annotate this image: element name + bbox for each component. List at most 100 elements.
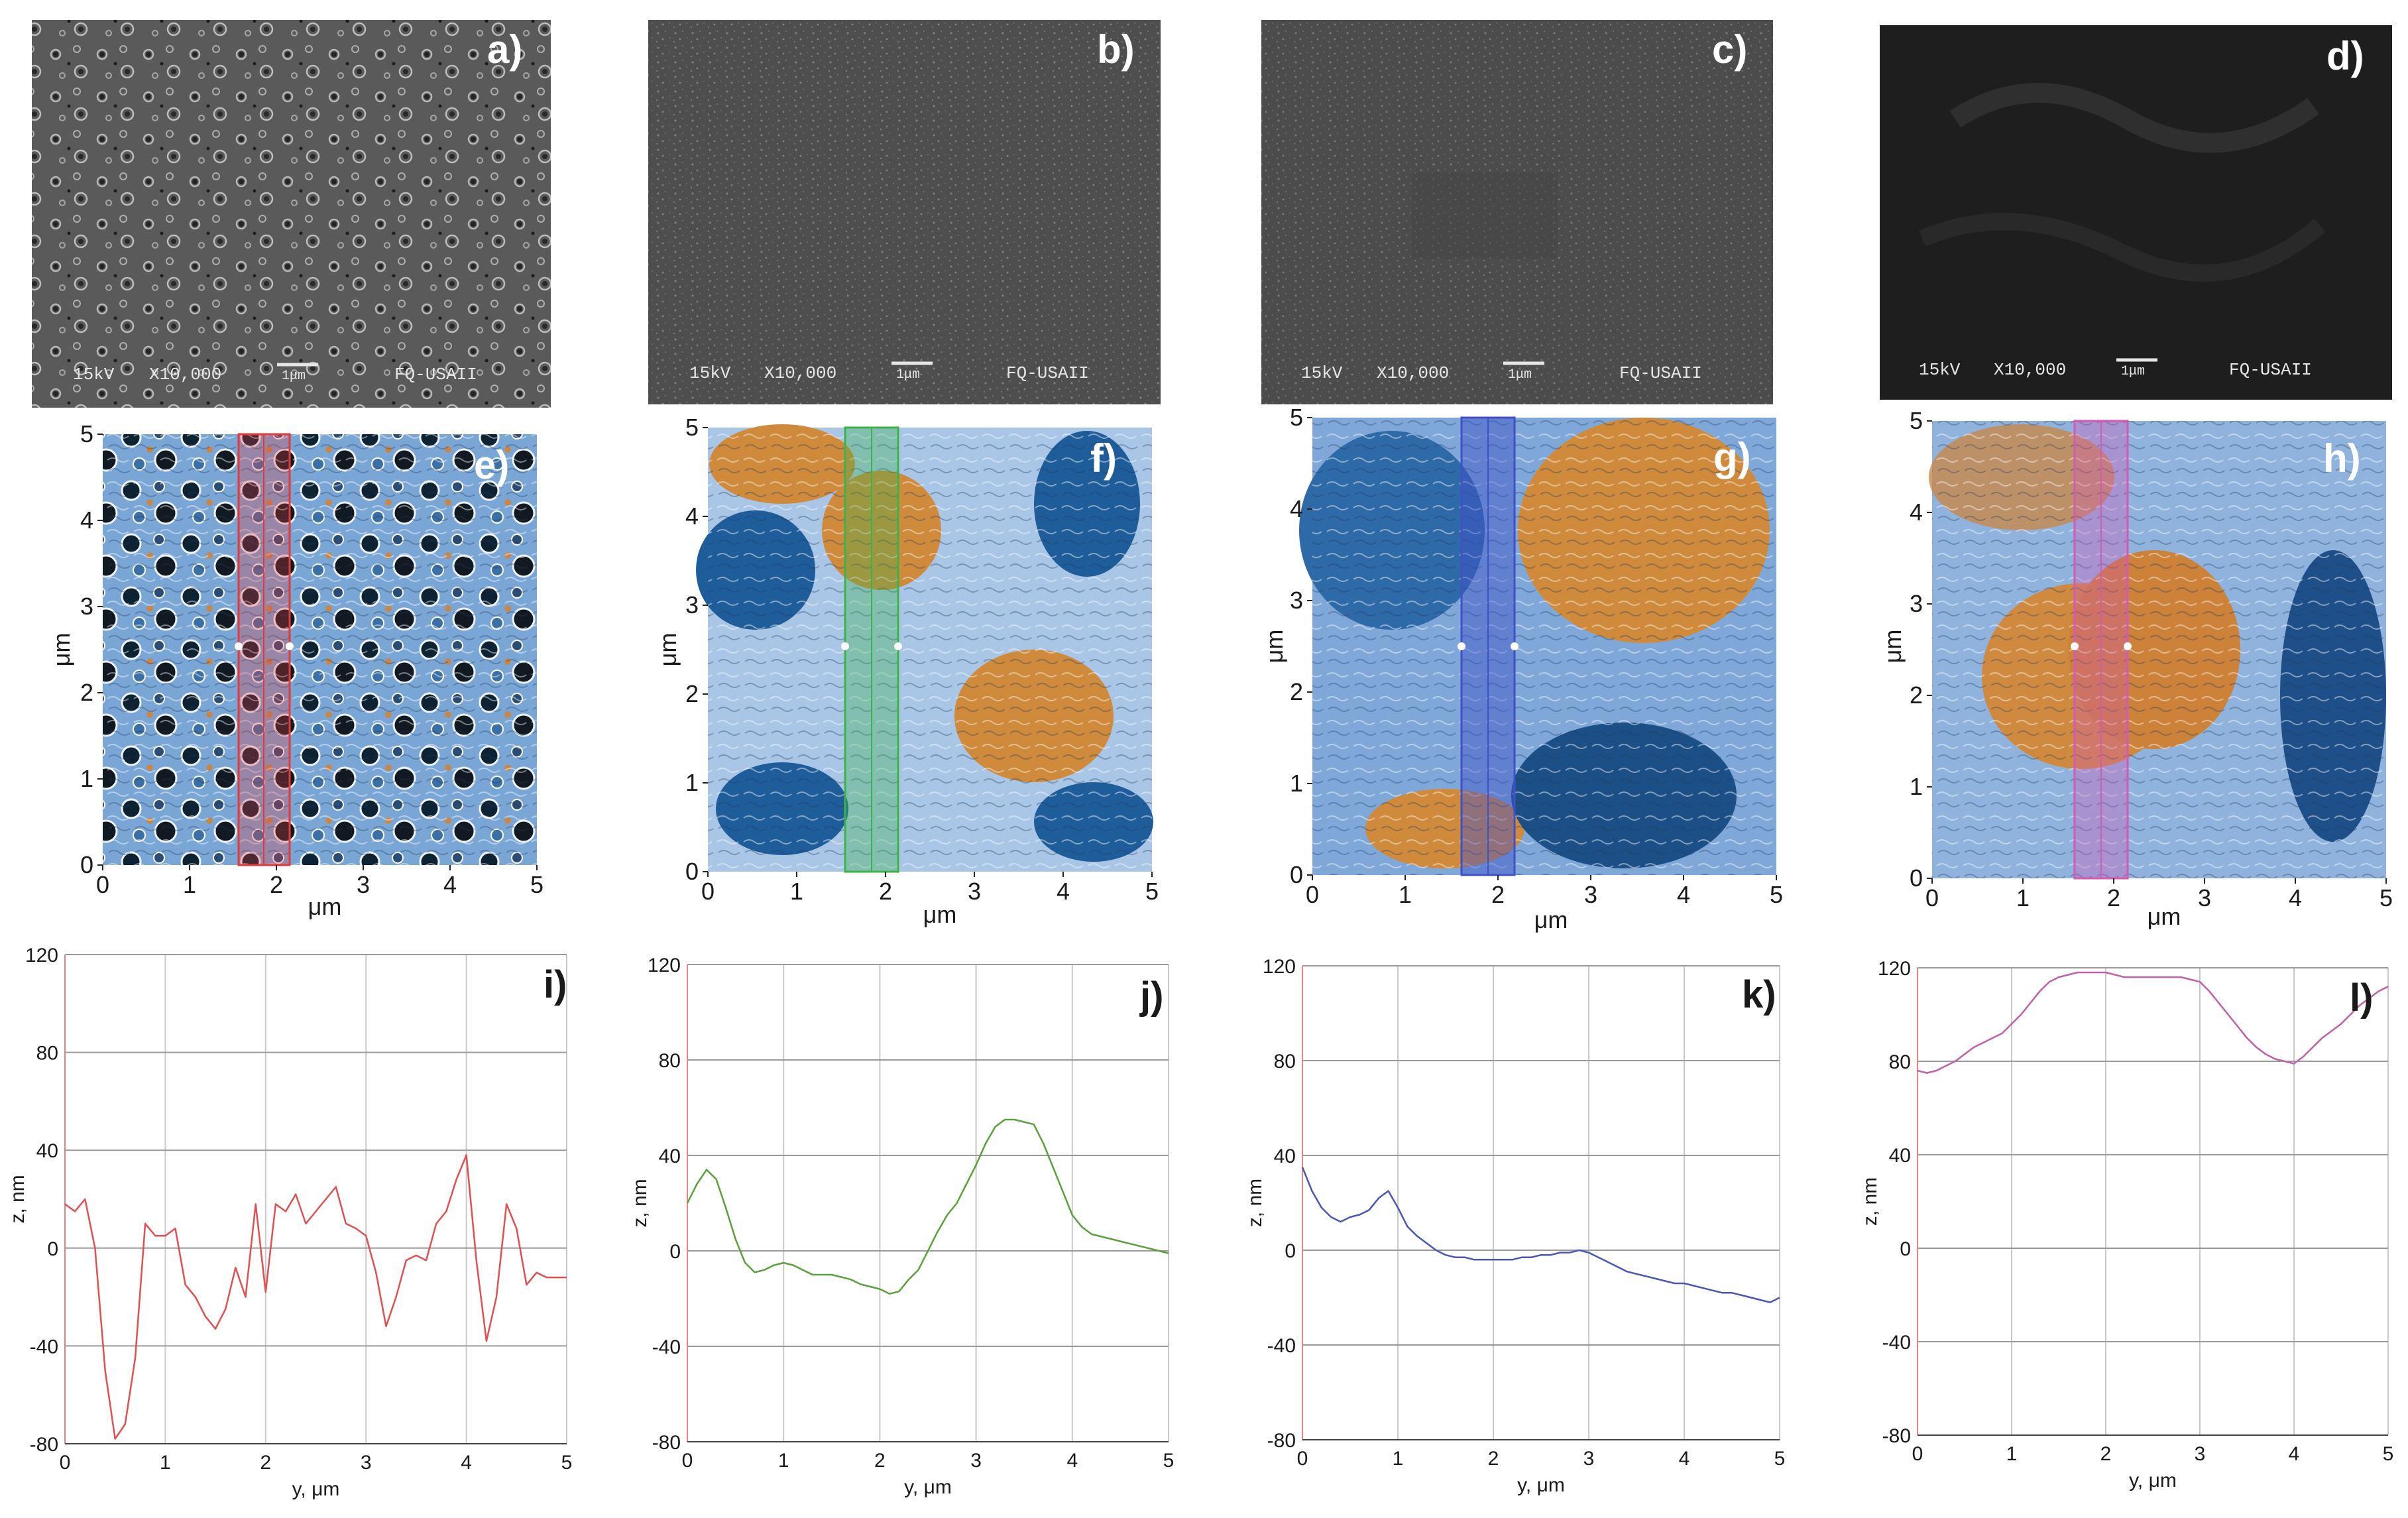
y-axis-label-k: z, nm bbox=[1244, 1179, 1266, 1227]
afm-xlabel-e: μm bbox=[308, 893, 342, 920]
afm-x-tick-label-e-5: 5 bbox=[530, 871, 544, 898]
afm-x-tick-label-e-4: 4 bbox=[443, 871, 457, 898]
y-tick-label-j-4: 80 bbox=[659, 1050, 681, 1072]
afm-y-tick-label-h-1: 1 bbox=[1910, 773, 1923, 800]
afm-image-f: f) bbox=[696, 424, 1153, 873]
afm-x-tick-label-g-0: 0 bbox=[1306, 881, 1319, 908]
afm-y-tick-label-f-2: 2 bbox=[685, 680, 699, 707]
afm-x-tick-label-g-4: 4 bbox=[1677, 881, 1690, 908]
x-tick-label-i-3: 3 bbox=[361, 1452, 372, 1474]
x-tick-label-j-2: 2 bbox=[874, 1450, 886, 1472]
afm-x-tick-label-f-1: 1 bbox=[790, 878, 803, 905]
afm-x-tick-label-e-3: 3 bbox=[357, 871, 370, 898]
panel-label-h: h) bbox=[2323, 436, 2361, 481]
afm-image-h: h) bbox=[1929, 420, 2386, 880]
afm-x-tick-label-f-0: 0 bbox=[701, 878, 715, 905]
afm-y-tick-label-f-3: 3 bbox=[685, 591, 699, 618]
x-axis-label-j: y, μm bbox=[904, 1476, 952, 1498]
y-tick-label-i-4: 80 bbox=[36, 1043, 58, 1065]
x-tick-label-l-4: 4 bbox=[2289, 1443, 2300, 1465]
x-axis-label-i: y, μm bbox=[292, 1478, 340, 1500]
x-tick-label-l-2: 2 bbox=[2100, 1443, 2112, 1465]
x-tick-label-k-3: 3 bbox=[1583, 1448, 1595, 1470]
afm-xlabel-g: μm bbox=[1534, 906, 1568, 933]
y-tick-label-j-5: 120 bbox=[648, 955, 681, 976]
sem-lab-c: FQ-USAII bbox=[1619, 363, 1702, 383]
panel-label-d: d) bbox=[2326, 34, 2364, 78]
profile-chart-j: 0 1 2 3 4 5 -80 -40 0 40 80 120 y, μm z, nm j) bbox=[629, 955, 1174, 1498]
afm-x-tick-label-f-5: 5 bbox=[1145, 878, 1159, 905]
afm-y-tick-label-e-4: 4 bbox=[80, 506, 93, 534]
afm-x-tick-label-e-1: 1 bbox=[183, 871, 196, 898]
x-tick-label-k-1: 1 bbox=[1393, 1448, 1404, 1470]
y-tick-label-j-3: 40 bbox=[659, 1145, 681, 1167]
afm-y-tick-label-g-1: 1 bbox=[1290, 770, 1303, 797]
y-tick-label-k-1: -40 bbox=[1267, 1335, 1296, 1357]
sem-voltage-d: 15kV bbox=[1919, 360, 1961, 380]
x-tick-label-l-3: 3 bbox=[2195, 1443, 2206, 1465]
afm-x-tick-label-g-1: 1 bbox=[1399, 881, 1412, 908]
x-tick-label-j-4: 4 bbox=[1066, 1450, 1078, 1472]
y-tick-label-k-3: 40 bbox=[1274, 1145, 1296, 1167]
panel-label-c: c) bbox=[1712, 27, 1747, 72]
panel-label-b: b) bbox=[1097, 27, 1135, 72]
sem-lab-a: FQ-USAII bbox=[394, 365, 477, 384]
sem-scale-b: 1μm bbox=[896, 367, 920, 382]
y-tick-label-l-5: 120 bbox=[1878, 958, 1911, 980]
afm-ylabel-g: μm bbox=[1261, 630, 1288, 664]
afm-axes-f: 0 1 2 3 4 5 0 1 2 3 4 5 μm μm bbox=[654, 414, 1159, 928]
afm-x-tick-label-f-2: 2 bbox=[879, 878, 892, 905]
y-tick-label-k-5: 120 bbox=[1263, 956, 1296, 978]
sem-magnification-d: X10,000 bbox=[1994, 360, 2066, 380]
y-tick-label-l-0: -80 bbox=[1882, 1425, 1911, 1447]
x-tick-label-i-5: 5 bbox=[561, 1452, 573, 1474]
x-tick-label-l-0: 0 bbox=[1912, 1443, 1923, 1465]
sem-scale-d: 1μm bbox=[2121, 364, 2145, 379]
afm-y-tick-label-e-5: 5 bbox=[80, 420, 93, 447]
profile-chart-k: 0 1 2 3 4 5 -80 -40 0 40 80 120 y, μm z, nm k) bbox=[1244, 956, 1785, 1496]
sem-scale-a: 1μm bbox=[282, 369, 306, 384]
afm-y-tick-label-h-5: 5 bbox=[1910, 407, 1923, 434]
afm-y-tick-label-h-2: 2 bbox=[1910, 681, 1923, 709]
x-tick-label-k-4: 4 bbox=[1679, 1448, 1690, 1470]
panel-label-l: l) bbox=[2350, 976, 2373, 1020]
afm-x-tick-label-g-5: 5 bbox=[1770, 881, 1783, 908]
panel-label-i: i) bbox=[544, 963, 567, 1006]
afm-x-tick-label-g-2: 2 bbox=[1491, 881, 1505, 908]
afm-x-tick-label-h-1: 1 bbox=[2016, 884, 2030, 911]
y-tick-label-l-3: 40 bbox=[1889, 1145, 1911, 1167]
panel-label-g: g) bbox=[1713, 435, 1751, 479]
afm-x-tick-label-h-4: 4 bbox=[2289, 884, 2302, 911]
sem-scale-c: 1μm bbox=[1508, 367, 1532, 382]
x-tick-label-i-4: 4 bbox=[461, 1452, 472, 1474]
afm-x-tick-label-h-2: 2 bbox=[2107, 884, 2120, 911]
afm-y-tick-label-f-4: 4 bbox=[685, 502, 699, 530]
y-tick-label-j-1: -40 bbox=[652, 1336, 681, 1358]
afm-x-tick-label-h-5: 5 bbox=[2379, 884, 2393, 911]
afm-y-tick-label-g-0: 0 bbox=[1290, 861, 1303, 888]
sem-image-d: d) 15kV X10,000 1μm FQ-USAII bbox=[1880, 25, 2392, 400]
afm-ylabel-e: μm bbox=[48, 633, 75, 667]
sem-image-a: a) 15kV X10,000 1μm FQ-USAII bbox=[32, 20, 551, 408]
y-axis-label-j: z, nm bbox=[629, 1179, 651, 1227]
y-tick-label-k-4: 80 bbox=[1274, 1051, 1296, 1073]
afm-image-e: e) bbox=[103, 433, 537, 866]
sem-lab-d: FQ-USAII bbox=[2229, 360, 2312, 380]
afm-y-tick-label-e-0: 0 bbox=[80, 851, 93, 878]
sem-voltage-a: 15kV bbox=[73, 365, 115, 384]
panel-label-e: e) bbox=[474, 443, 509, 487]
afm-y-tick-label-h-0: 0 bbox=[1910, 864, 1923, 892]
x-tick-label-i-1: 1 bbox=[160, 1452, 171, 1474]
afm-xlabel-f: μm bbox=[923, 901, 957, 928]
y-tick-label-i-0: -80 bbox=[30, 1434, 58, 1456]
afm-x-tick-label-f-3: 3 bbox=[968, 878, 981, 905]
afm-y-tick-label-g-2: 2 bbox=[1290, 678, 1303, 705]
sem-image-b: b) 15kV X10,000 1μm FQ-USAII bbox=[648, 20, 1161, 404]
x-tick-label-k-2: 2 bbox=[1488, 1448, 1499, 1470]
y-tick-label-i-1: -40 bbox=[30, 1336, 58, 1358]
afm-x-tick-label-f-4: 4 bbox=[1057, 878, 1070, 905]
y-tick-label-j-0: -80 bbox=[652, 1432, 681, 1454]
afm-ylabel-f: μm bbox=[654, 633, 681, 667]
y-axis-label-i: z, nm bbox=[7, 1175, 29, 1223]
afm-y-tick-label-f-1: 1 bbox=[685, 769, 699, 796]
